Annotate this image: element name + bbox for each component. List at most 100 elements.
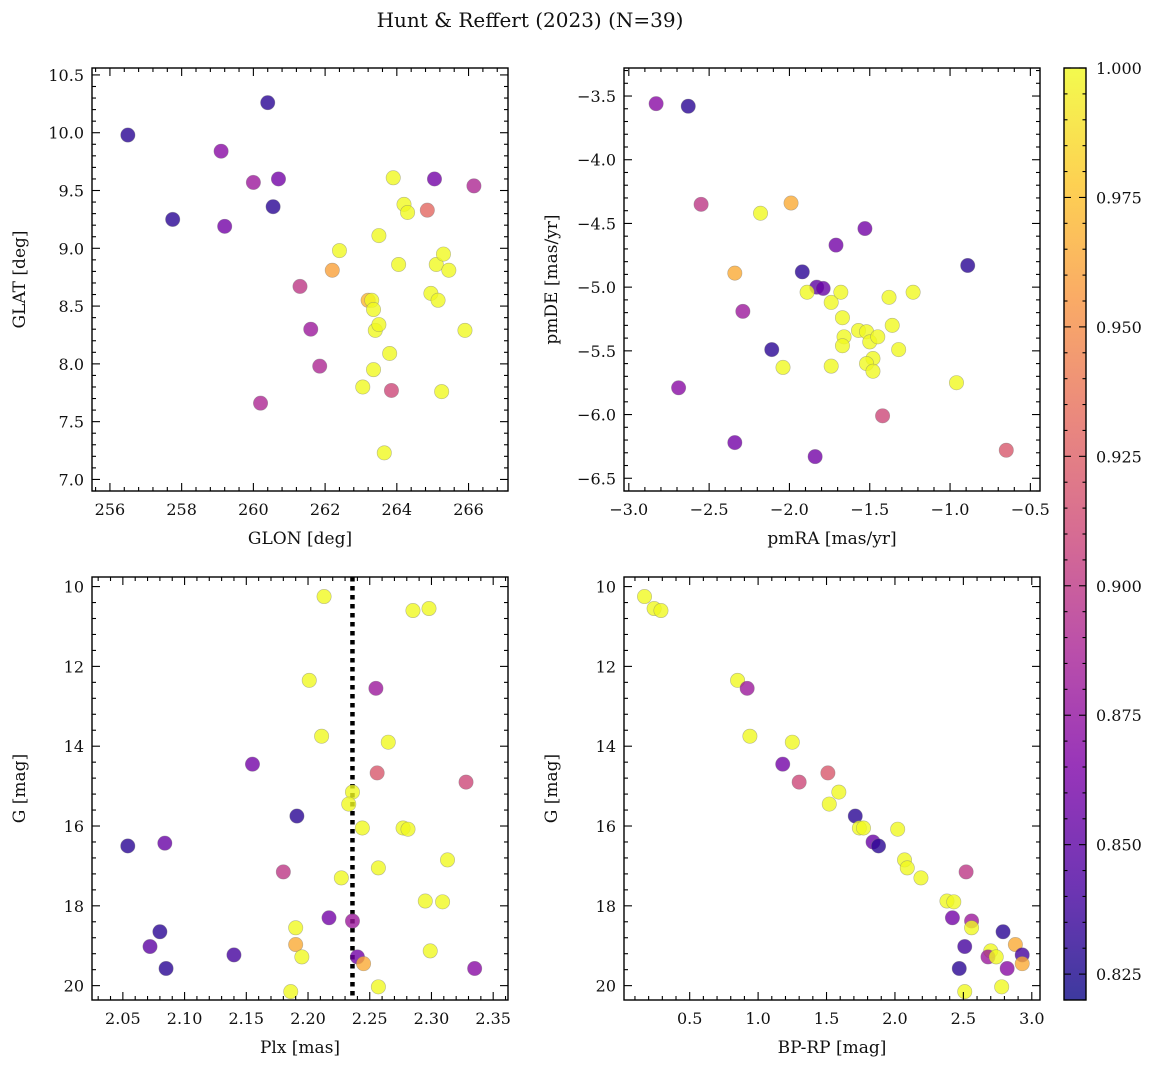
- colorbar-tick-label: 0.925: [1096, 447, 1142, 466]
- data-point: [244, 756, 260, 772]
- data-point: [430, 292, 446, 308]
- data-point: [784, 734, 800, 750]
- data-point: [794, 264, 810, 280]
- data-point: [855, 820, 871, 836]
- data-point: [775, 359, 791, 375]
- x-tick-label: 258: [166, 500, 197, 519]
- x-tick-label: 256: [95, 500, 126, 519]
- data-point: [265, 199, 281, 215]
- panel-2: −3.0 −2.5 −2.0 −1.5 −1.0 −0.5 −6.5 −6.0 −5.5 −5.0…: [542, 67, 1050, 549]
- figure-title: Hunt & Reffert (2023) (N=39): [377, 8, 684, 32]
- data-point: [382, 345, 398, 361]
- data-point: [383, 382, 399, 398]
- data-point: [958, 864, 974, 880]
- data-point: [834, 310, 850, 326]
- data-point: [368, 680, 384, 696]
- data-point: [366, 302, 382, 318]
- x-tick-label: 2.10: [167, 1009, 203, 1028]
- x-tick-label: −1.5: [850, 500, 889, 519]
- data-point: [881, 289, 897, 305]
- data-point: [944, 910, 960, 926]
- x-tick-label: 2.15: [228, 1009, 264, 1028]
- axes-frame: [623, 576, 1041, 1001]
- data-point: [671, 380, 687, 396]
- data-point: [988, 949, 1004, 965]
- data-point: [831, 784, 847, 800]
- data-point: [405, 603, 421, 619]
- data-point: [422, 943, 438, 959]
- y-tick-label: 9.0: [59, 239, 84, 258]
- data-point: [727, 265, 743, 281]
- data-point: [314, 728, 330, 744]
- x-axis-label: BP-RP [mag]: [778, 1038, 887, 1058]
- y-tick-label: 12: [64, 657, 84, 676]
- data-point: [998, 442, 1014, 458]
- data-point: [999, 960, 1015, 976]
- data-point: [369, 765, 385, 781]
- data-point: [871, 838, 887, 854]
- y-tick-label: 8.0: [59, 355, 84, 374]
- x-tick-label: 2.20: [290, 1009, 326, 1028]
- panel-3: 2.05 2.10 2.15 2.20 2.25 2.30 2.35 10 12 14 16 18 20…: [10, 576, 511, 1058]
- data-point: [152, 924, 168, 940]
- y-tick-label: −6.5: [577, 469, 616, 488]
- y-tick-label: −4.0: [577, 151, 616, 170]
- data-point: [303, 321, 319, 337]
- data-point: [834, 338, 850, 354]
- data-point: [807, 449, 823, 465]
- data-point: [391, 256, 407, 272]
- y-tick-label: 10: [596, 578, 616, 597]
- data-point: [376, 445, 392, 461]
- data-point: [764, 342, 780, 358]
- x-axis-label: GLON [deg]: [248, 529, 352, 549]
- y-axis-label: pmDE [mas/yr]: [542, 214, 562, 344]
- data-point: [370, 860, 386, 876]
- data-point: [653, 603, 669, 619]
- panel-1: 256 258 260 262 264 266 7.0 7.5 8.0 8.5 9.0 9.5 10.0…: [10, 66, 509, 549]
- axes-frame: [623, 67, 1041, 492]
- data-point: [823, 294, 839, 310]
- data-point: [467, 960, 483, 976]
- data-point: [292, 278, 308, 294]
- data-point: [260, 95, 276, 111]
- data-point: [948, 375, 964, 391]
- data-point: [957, 939, 973, 955]
- y-tick-label: 18: [596, 897, 616, 916]
- data-point: [400, 821, 416, 837]
- y-tick-label: −4.5: [577, 214, 616, 233]
- data-point: [226, 947, 242, 963]
- data-point: [331, 243, 347, 259]
- data-point: [995, 924, 1011, 940]
- data-point: [355, 379, 371, 395]
- data-point: [951, 960, 967, 976]
- data-point: [435, 246, 451, 262]
- data-point: [890, 821, 906, 837]
- data-point: [994, 979, 1010, 995]
- x-tick-label: 262: [310, 500, 341, 519]
- x-tick-label: 3.0: [1019, 1009, 1044, 1028]
- x-tick-label: −0.5: [1011, 500, 1050, 519]
- colorbar-gradient: [1064, 68, 1086, 1000]
- data-point: [960, 257, 976, 273]
- data-point: [426, 171, 442, 187]
- x-tick-label: 2.05: [105, 1009, 141, 1028]
- data-point: [833, 284, 849, 300]
- x-tick-label: 2.30: [414, 1009, 450, 1028]
- data-point: [288, 937, 304, 953]
- x-tick-label: −2.0: [770, 500, 809, 519]
- axes-frame: [91, 576, 509, 1001]
- y-tick-label: 8.5: [59, 297, 84, 316]
- y-tick-label: 7.0: [59, 470, 84, 489]
- data-point: [312, 358, 328, 374]
- data-point: [820, 765, 836, 781]
- y-tick-label: 10: [64, 578, 84, 597]
- data-point: [421, 601, 437, 617]
- y-tick-label: 16: [64, 817, 84, 836]
- data-point: [417, 893, 433, 909]
- data-point: [466, 178, 482, 194]
- panels: 256 258 260 262 264 266 7.0 7.5 8.0 8.5 9.0 9.5 10.0…: [10, 66, 1050, 1058]
- data-point: [865, 363, 881, 379]
- y-tick-label: 10.5: [48, 66, 84, 85]
- data-point: [693, 196, 709, 212]
- y-tick-label: 20: [596, 977, 616, 996]
